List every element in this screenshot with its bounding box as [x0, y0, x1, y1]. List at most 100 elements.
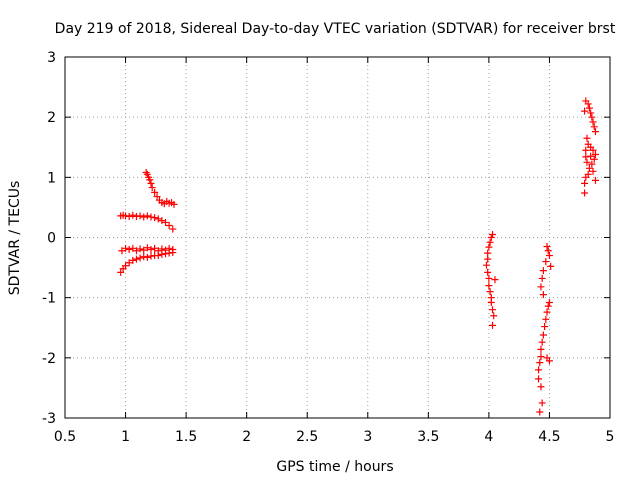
data-point: [588, 160, 596, 168]
y-tick-label: -2: [42, 351, 56, 367]
series-arc-mid: [118, 244, 177, 255]
data-point: [585, 104, 593, 112]
data-point: [587, 109, 595, 117]
data-point: [487, 234, 495, 241]
x-axis-label: GPS time / hours: [276, 459, 393, 475]
data-point: [545, 298, 553, 306]
data-point: [125, 246, 133, 254]
data-point: [147, 179, 155, 187]
data-point: [539, 291, 547, 299]
data-point: [118, 247, 126, 255]
y-tick-label: 1: [47, 170, 56, 186]
data-point: [538, 338, 546, 346]
y-tick-label: 2: [47, 110, 56, 126]
data-point: [538, 274, 546, 282]
data-point: [589, 146, 597, 154]
x-tick-label: 2.5: [296, 429, 318, 445]
data-point: [489, 321, 497, 329]
data-point: [584, 170, 592, 178]
data-point: [129, 256, 137, 264]
data-point: [542, 258, 550, 266]
data-point: [151, 214, 159, 222]
series-arc-jump: [142, 169, 178, 208]
data-point: [589, 167, 597, 175]
data-point: [125, 259, 133, 267]
data-point: [143, 212, 151, 220]
x-tick-label: 3: [363, 429, 372, 445]
data-point: [482, 261, 490, 269]
data-point: [538, 399, 546, 407]
data-point: [143, 170, 151, 178]
data-point: [545, 252, 553, 260]
data-point: [583, 158, 591, 166]
data-point: [151, 188, 159, 196]
data-point: [489, 306, 497, 314]
y-tick-label: -3: [42, 411, 56, 427]
x-tick-label: 1: [121, 429, 130, 445]
series-arc-4.8: [581, 97, 599, 197]
data-point: [485, 274, 493, 282]
data-point: [136, 254, 144, 262]
y-tick-label: 0: [47, 231, 56, 247]
data-point: [582, 153, 590, 161]
series-arc-4.45: [535, 243, 555, 416]
data-point: [143, 244, 151, 252]
data-point: [140, 253, 148, 261]
data-point: [535, 375, 543, 383]
data-point: [535, 366, 543, 374]
data-point: [547, 262, 555, 270]
data-point: [169, 225, 177, 233]
data-point: [587, 152, 595, 160]
data-point: [165, 221, 173, 229]
data-point: [542, 315, 550, 323]
chart-title: Day 219 of 2018, Sidereal Day-to-day VTE…: [55, 21, 616, 37]
data-point: [154, 252, 162, 260]
data-point: [485, 282, 493, 290]
data-point: [543, 308, 551, 316]
x-tick-label: 1.5: [175, 429, 197, 445]
data-point: [122, 244, 130, 252]
data-point: [590, 155, 598, 163]
data-point: [170, 200, 178, 208]
data-point: [169, 249, 177, 257]
data-point: [147, 213, 155, 221]
data-point: [162, 218, 170, 226]
y-tick-label: 3: [47, 50, 56, 66]
data-point: [539, 267, 547, 275]
data-point: [485, 243, 493, 251]
data-point: [158, 250, 166, 258]
data-point: [536, 408, 544, 416]
data-point: [484, 268, 492, 276]
data-point: [585, 164, 593, 172]
data-point: [582, 146, 590, 154]
data-point: [122, 212, 130, 220]
data-point: [545, 357, 553, 365]
data-point: [132, 255, 140, 263]
data-point: [122, 262, 130, 270]
data-point: [162, 250, 170, 258]
data-point: [537, 345, 545, 353]
data-point: [581, 189, 589, 197]
data-point: [117, 268, 125, 276]
data-point: [147, 246, 155, 254]
data-point: [486, 238, 494, 246]
data-point: [165, 249, 173, 257]
data-point: [541, 323, 549, 331]
data-point: [129, 211, 137, 219]
data-point: [140, 213, 148, 221]
y-tick-label: -1: [42, 291, 56, 307]
data-point: [589, 118, 597, 126]
y-axis-label: SDTVAR / TECUs: [7, 181, 23, 296]
data-point: [125, 212, 133, 220]
data-point: [590, 123, 598, 131]
series-arc-4.0: [482, 230, 499, 329]
data-point: [543, 243, 551, 251]
x-tick-label: 4: [484, 429, 493, 445]
data-point: [591, 176, 599, 184]
data-point: [537, 383, 545, 391]
data-point: [588, 113, 596, 121]
data-point: [484, 255, 492, 263]
data-point: [148, 184, 156, 192]
data-point: [487, 298, 495, 306]
